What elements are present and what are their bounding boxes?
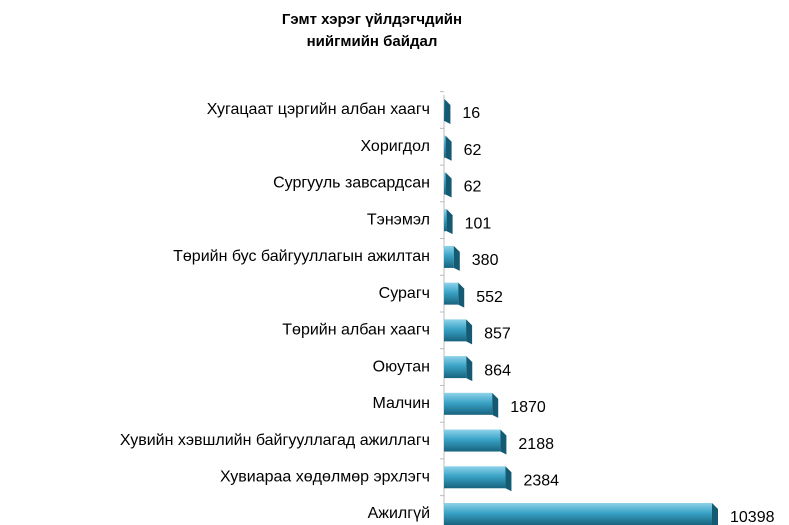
bar-side — [500, 429, 507, 455]
category-label: Сурагч — [379, 285, 430, 302]
bar-side — [466, 356, 473, 382]
data-label: 552 — [476, 289, 503, 306]
bar-side — [445, 135, 452, 161]
bar — [444, 356, 467, 379]
data-label: 380 — [472, 252, 499, 269]
bar — [444, 135, 446, 158]
category-label: Ажилгүй — [368, 505, 430, 522]
bar-side — [453, 245, 460, 271]
bar — [444, 172, 446, 195]
bar-side — [492, 392, 499, 418]
data-label: 10398 — [730, 509, 775, 525]
bar — [444, 99, 445, 121]
bar-side — [458, 282, 465, 308]
bar-side — [445, 172, 452, 198]
data-label: 62 — [464, 142, 482, 159]
bar — [444, 319, 467, 342]
bar — [444, 245, 454, 268]
bar — [444, 429, 501, 452]
category-label: Хугацаат цэргийн албан хаагч — [207, 101, 430, 118]
data-label: 62 — [464, 179, 482, 196]
bar-side — [712, 503, 718, 525]
data-label: 2188 — [518, 436, 554, 453]
bar-side — [444, 99, 451, 124]
bar-side — [466, 319, 473, 345]
data-label: 1870 — [510, 399, 546, 416]
bar — [444, 282, 459, 305]
category-label: Малчин — [373, 395, 431, 412]
bar — [444, 392, 493, 415]
data-label: 864 — [484, 362, 511, 379]
data-label: 16 — [462, 105, 480, 122]
data-label: 2384 — [523, 472, 559, 489]
category-label: Хувиараа хөдөлмөр эрхлэгч — [220, 468, 430, 485]
bar-side — [446, 209, 453, 235]
category-label: Тэнэмэл — [367, 211, 430, 228]
bar — [444, 503, 712, 525]
bar — [444, 209, 447, 232]
category-label: Оюутан — [373, 358, 430, 375]
chart-title: Гэмт хэрэг үйлдэгчдийн нийгмийн байдал — [282, 11, 462, 50]
bar-side — [505, 466, 512, 492]
category-label: Хувийн хэвшлийн байгууллагад ажиллагч — [120, 432, 430, 449]
data-label: 101 — [465, 215, 492, 232]
category-label: Сургууль завсардсан — [273, 175, 430, 192]
bar — [444, 466, 506, 489]
category-label: Төрийн бус байгууллагын ажилтан — [173, 248, 430, 265]
category-label: Хоригдол — [360, 138, 430, 155]
category-label: Төрийн албан хаагч — [282, 322, 430, 339]
data-label: 857 — [484, 326, 511, 343]
